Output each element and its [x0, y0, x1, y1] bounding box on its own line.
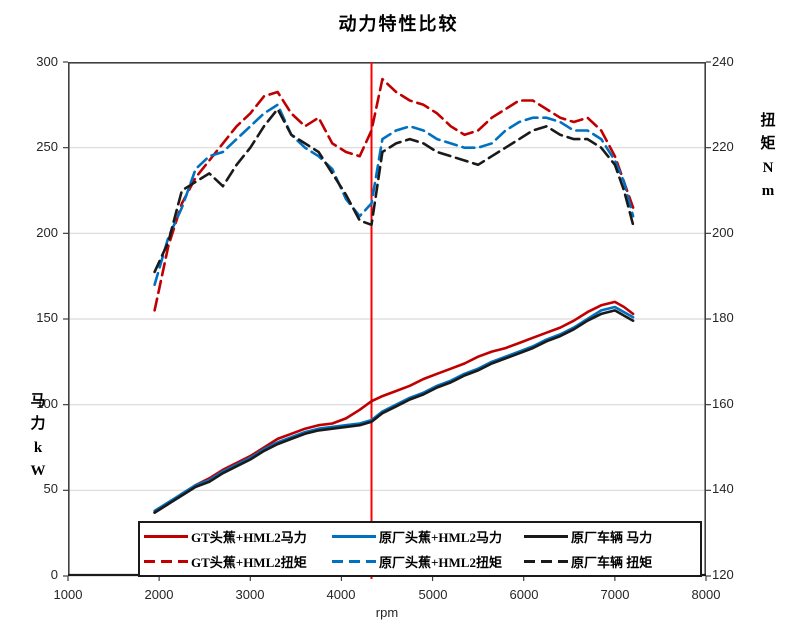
x-axis-tick: 1000: [53, 587, 83, 602]
legend-label: 原厂车辆 扭矩: [571, 555, 653, 570]
x-axis-tick: 5000: [418, 587, 448, 602]
x-axis-tick: 4000: [326, 587, 356, 602]
right-axis-tick: 220: [712, 139, 734, 154]
right-axis-tick: 240: [712, 54, 734, 69]
left-axis-tick: 250: [36, 139, 58, 154]
x-axis-tick: 3000: [235, 587, 265, 602]
legend-item: GT头蕉+HML2扭矩: [144, 552, 332, 571]
legend-line-sample: [524, 560, 568, 563]
x-axis-tick: 2000: [144, 587, 174, 602]
x-axis-tick: 8000: [691, 587, 721, 602]
legend-line-sample: [332, 535, 376, 538]
plot-area: [63, 61, 711, 581]
x-axis-title: rpm: [375, 605, 399, 620]
legend-line-sample: [144, 560, 188, 563]
legend-line-sample: [332, 560, 376, 563]
left-axis-title: 马 力 k W: [30, 393, 46, 479]
left-axis-tick: 200: [36, 225, 58, 240]
right-axis-tick: 160: [712, 396, 734, 411]
right-axis-tick: 200: [712, 225, 734, 240]
left-axis-tick: 100: [36, 396, 58, 411]
x-axis-tick: 7000: [600, 587, 630, 602]
left-axis-tick: 150: [36, 310, 58, 325]
legend-label: 原厂头蕉+HML2扭矩: [379, 555, 502, 570]
legend-label: 原厂头蕉+HML2马力: [379, 530, 502, 545]
legend-label: GT头蕉+HML2马力: [191, 530, 307, 545]
legend-item: GT头蕉+HML2马力: [144, 527, 332, 546]
left-axis-tick: 300: [36, 54, 58, 69]
x-axis-tick: 6000: [509, 587, 539, 602]
legend-item: 原厂头蕉+HML2马力: [332, 527, 524, 546]
legend-item: 原厂车辆 扭矩: [524, 552, 684, 571]
legend-line-sample: [524, 535, 568, 538]
legend-item: 原厂头蕉+HML2扭矩: [332, 552, 524, 571]
legend-label: GT头蕉+HML2扭矩: [191, 555, 307, 570]
right-axis-tick: 180: [712, 310, 734, 325]
right-axis-tick: 140: [712, 481, 734, 496]
left-axis-tick: 0: [50, 567, 58, 582]
right-axis-title: 扭 矩 N m: [760, 113, 776, 199]
legend-item: 原厂车辆 马力: [524, 527, 684, 546]
left-axis-tick: 50: [43, 481, 58, 496]
legend-line-sample: [144, 535, 188, 538]
legend-label: 原厂车辆 马力: [571, 530, 653, 545]
legend: GT头蕉+HML2马力 原厂头蕉+HML2马力 原厂车辆 马力 GT头蕉+HML…: [138, 521, 702, 577]
chart-title: 动力特性比较: [338, 14, 459, 34]
right-axis-tick: 120: [712, 567, 734, 582]
